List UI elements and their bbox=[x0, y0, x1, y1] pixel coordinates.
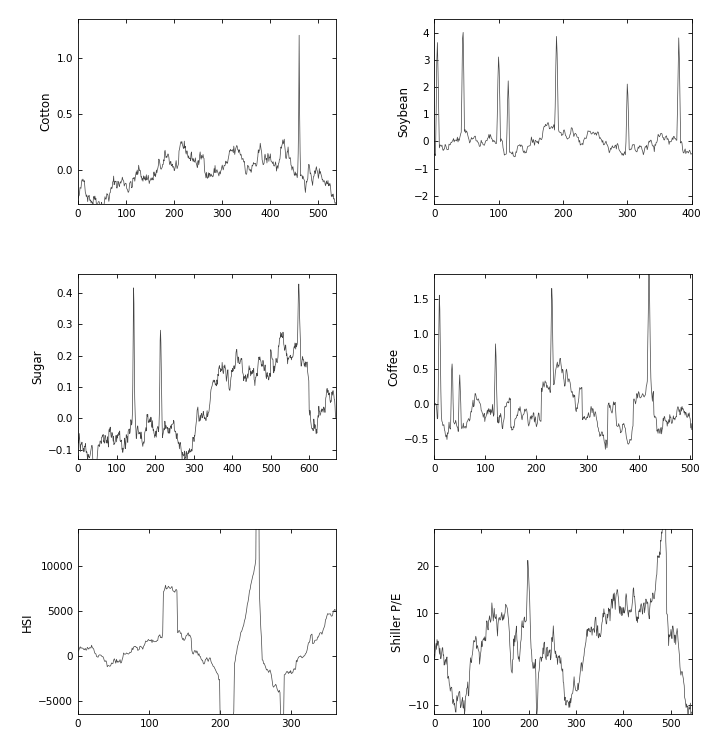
Y-axis label: Coffee: Coffee bbox=[387, 348, 400, 386]
Y-axis label: Sugar: Sugar bbox=[31, 349, 44, 384]
Y-axis label: Cotton: Cotton bbox=[40, 91, 53, 131]
Y-axis label: Soybean: Soybean bbox=[397, 86, 410, 137]
Y-axis label: HSI: HSI bbox=[21, 612, 34, 632]
Y-axis label: Shiller P/E: Shiller P/E bbox=[391, 592, 403, 652]
